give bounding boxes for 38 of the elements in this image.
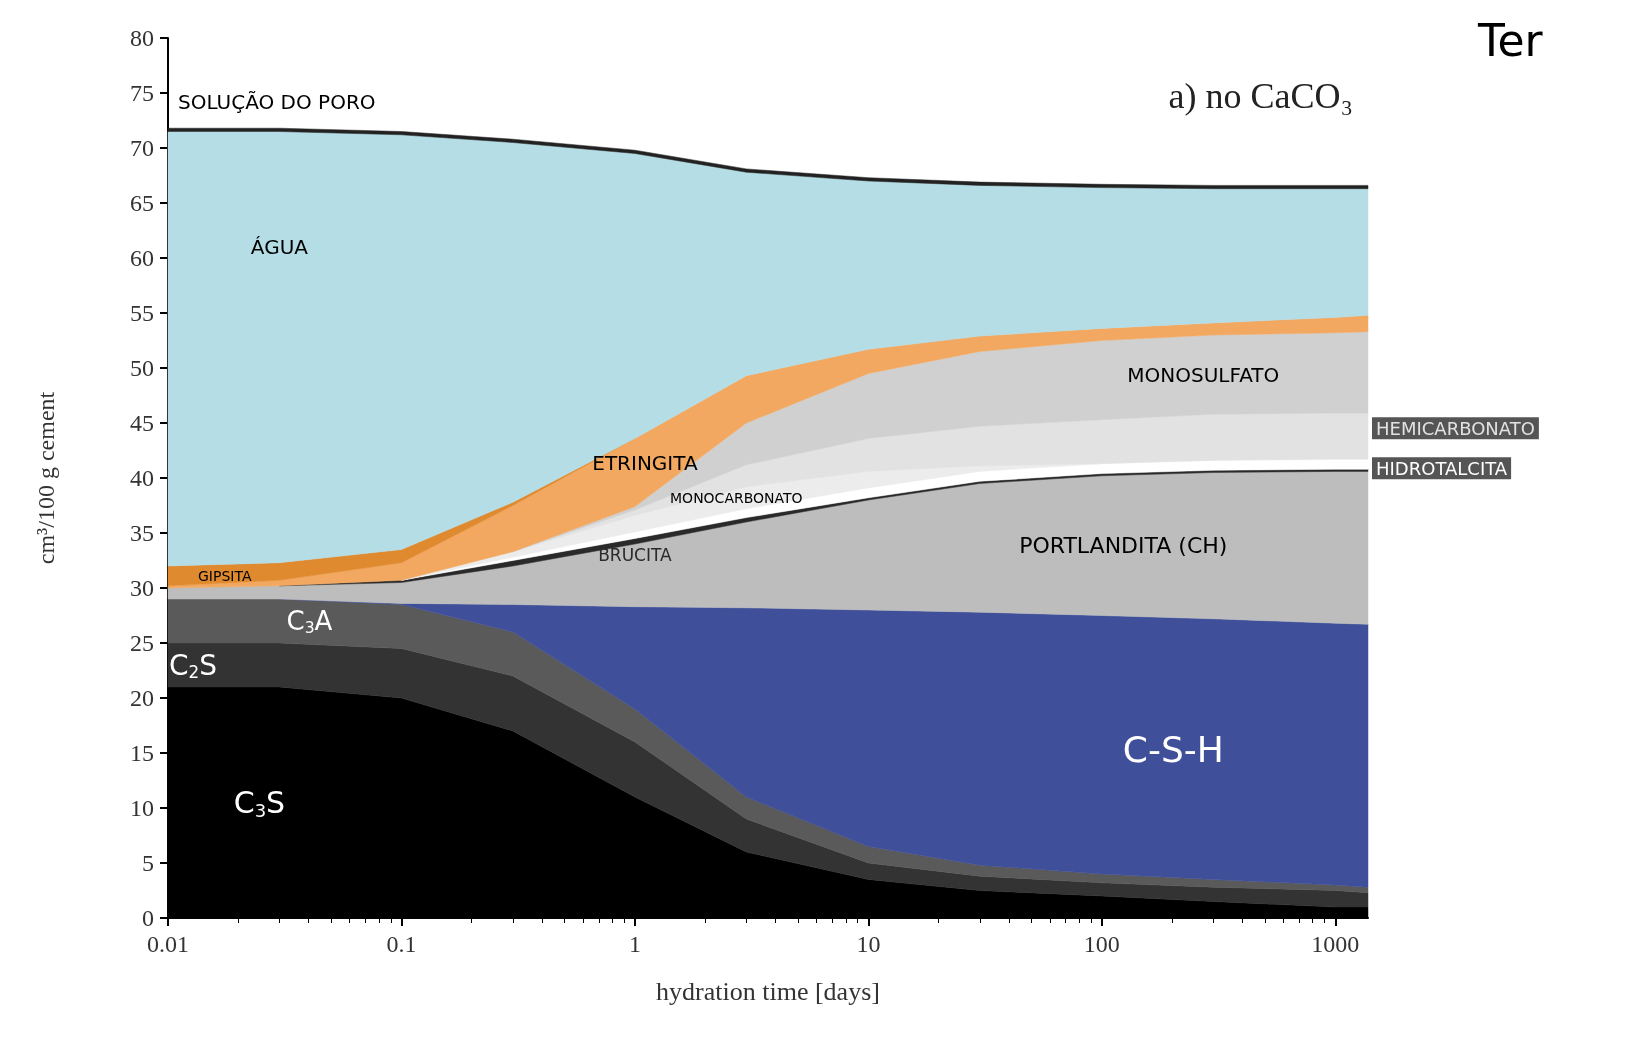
text: Ter: [1477, 14, 1544, 66]
y-tick-label: 75: [130, 80, 154, 106]
text: a) no CaCO₃: [1168, 76, 1354, 116]
series-label: HIDROTALCITA: [1376, 457, 1508, 479]
y-tick-label: 70: [130, 135, 154, 161]
x-axis-title: hydration time [days]: [656, 976, 880, 1006]
series-label: PORTLANDITA (CH): [1019, 533, 1228, 559]
y-tick-label: 45: [130, 410, 154, 436]
series-label: MONOCARBONATO: [670, 489, 803, 506]
series-label: ÁGUA: [250, 235, 309, 260]
series-label: BRUCITA: [598, 545, 673, 566]
y-tick-label: 65: [130, 190, 154, 216]
y-tick-label: 5: [142, 850, 154, 876]
y-tick-label: 0: [142, 905, 154, 931]
y-axis-title: cm³/100 g cement: [33, 391, 59, 565]
series-label: ETRINGITA: [592, 450, 698, 475]
series-label: GIPSITA: [198, 567, 252, 584]
y-tick-label: 30: [130, 575, 154, 601]
y-tick-label: 10: [130, 795, 154, 821]
y-tick-label: 25: [130, 630, 154, 656]
x-tick-label: 0.1: [386, 931, 417, 957]
series-label: HEMICARBONATO: [1376, 417, 1535, 439]
series-label: MONOSULFATO: [1127, 362, 1280, 387]
y-tick-label: 35: [130, 520, 154, 546]
series-label: C-S-H: [1122, 728, 1224, 770]
y-tick-label: 15: [130, 740, 154, 766]
y-tick-label: 60: [130, 245, 154, 271]
x-tick-label: 100: [1083, 931, 1120, 957]
y-tick-label: 80: [130, 25, 154, 51]
series-label: SOLUÇÃO DO PORO: [178, 89, 376, 114]
y-tick-label: 40: [130, 465, 154, 491]
y-tick-label: 20: [130, 685, 154, 711]
x-tick-label: 0.01: [147, 931, 189, 957]
y-tick-label: 55: [130, 300, 154, 326]
y-tick-label: 50: [130, 355, 154, 381]
x-tick-label: 10: [856, 931, 881, 957]
x-tick-label: 1: [628, 931, 641, 957]
x-tick-label: 1000: [1311, 931, 1360, 957]
